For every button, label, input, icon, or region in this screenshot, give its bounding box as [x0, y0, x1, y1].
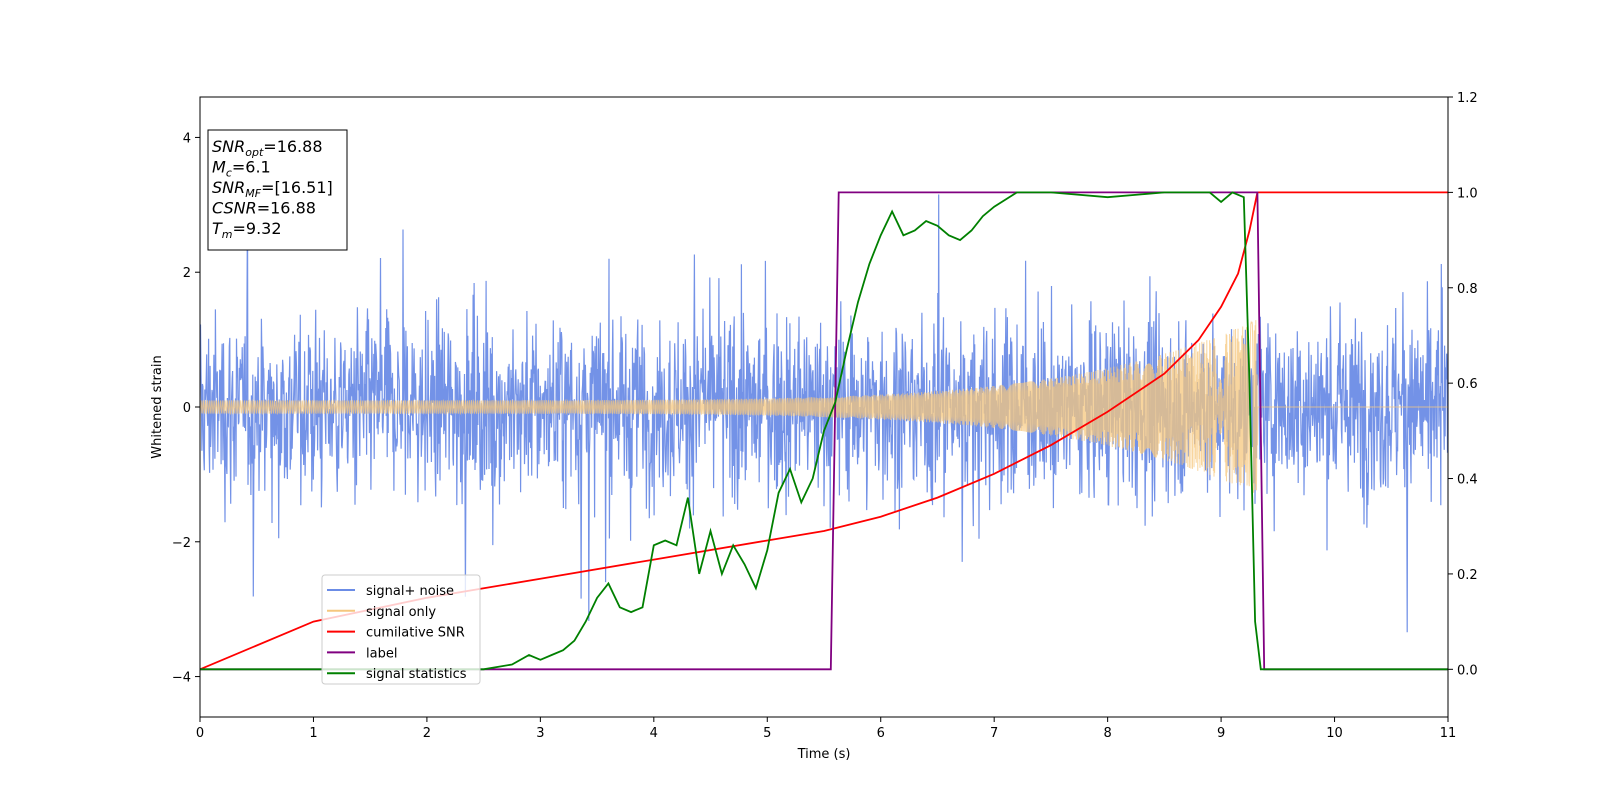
y-left-tick-label: −4 [172, 671, 191, 686]
y-right-tick-label: 0.0 [1457, 663, 1478, 678]
x-tick-label: 5 [763, 726, 771, 741]
y-left-tick-label: 0 [183, 401, 191, 416]
y-left-tick-label: 2 [183, 266, 191, 281]
stats-line: Mc=6.1 [212, 158, 271, 180]
series-cumulative-snr [200, 191, 1448, 671]
legend-item-cumulative-snr: cumilative SNR [327, 626, 465, 641]
legend-label: signal only [366, 605, 436, 620]
legend: signal+ noise signal only cumilative SNR la… [321, 574, 481, 685]
stats-line: SNRMF=[16.51] [212, 178, 333, 200]
legend-item-label: label [327, 646, 397, 661]
legend-item-signal-only: signal only [327, 605, 436, 620]
stats-line: SNRopt=16.88 [212, 137, 323, 159]
legend-label: cumilative SNR [366, 626, 465, 641]
axis-ticks: 0 1 2 3 4 5 6 7 8 9 10 11 −4 −2 0 2 4 0.0 0.2 0.4 0.6 0.8 1.0 1… [172, 91, 1478, 741]
y-right-tick-label: 1.2 [1457, 91, 1478, 106]
plot-area [200, 191, 1448, 671]
legend-item-signal-plus-noise: signal+ noise [327, 584, 454, 599]
x-tick-label: 4 [650, 726, 658, 741]
stats-line: CSNR=16.88 [212, 199, 316, 218]
x-tick-label: 8 [1103, 726, 1111, 741]
stats-line: Tm=9.32 [212, 219, 282, 241]
legend-label: label [366, 646, 397, 661]
stats-box-frame [207, 129, 348, 251]
x-tick-label: 11 [1440, 726, 1457, 741]
y-axis-label: Whitened strain [150, 355, 165, 458]
legend-label: signal+ noise [366, 584, 454, 599]
stats-box: SNRopt=16.88Mc=6.1SNRMF=[16.51]CSNR=16.8… [207, 129, 348, 251]
y-right-tick-label: 0.6 [1457, 377, 1478, 392]
x-axis-label: Time (s) [797, 747, 851, 762]
x-tick-label: 7 [990, 726, 998, 741]
x-tick-label: 2 [423, 726, 431, 741]
y-left-tick-label: −2 [172, 536, 191, 551]
x-tick-label: 10 [1326, 726, 1343, 741]
y-right-tick-label: 0.8 [1457, 282, 1478, 297]
series-signal-only [200, 320, 1448, 493]
x-tick-label: 1 [309, 726, 317, 741]
y-left-tick-label: 4 [183, 131, 191, 146]
x-tick-label: 9 [1217, 726, 1225, 741]
legend-frame [321, 574, 481, 685]
x-tick-label: 6 [877, 726, 885, 741]
series-signal-statistics [200, 191, 1448, 671]
legend-item-signal-statistics: signal statistics [327, 667, 467, 682]
legend-label: signal statistics [366, 667, 467, 682]
y-right-tick-label: 0.2 [1457, 568, 1478, 583]
x-tick-label: 3 [536, 726, 544, 741]
y-right-tick-label: 1.0 [1457, 186, 1478, 201]
y-right-tick-label: 0.4 [1457, 473, 1478, 488]
x-tick-label: 0 [196, 726, 204, 741]
